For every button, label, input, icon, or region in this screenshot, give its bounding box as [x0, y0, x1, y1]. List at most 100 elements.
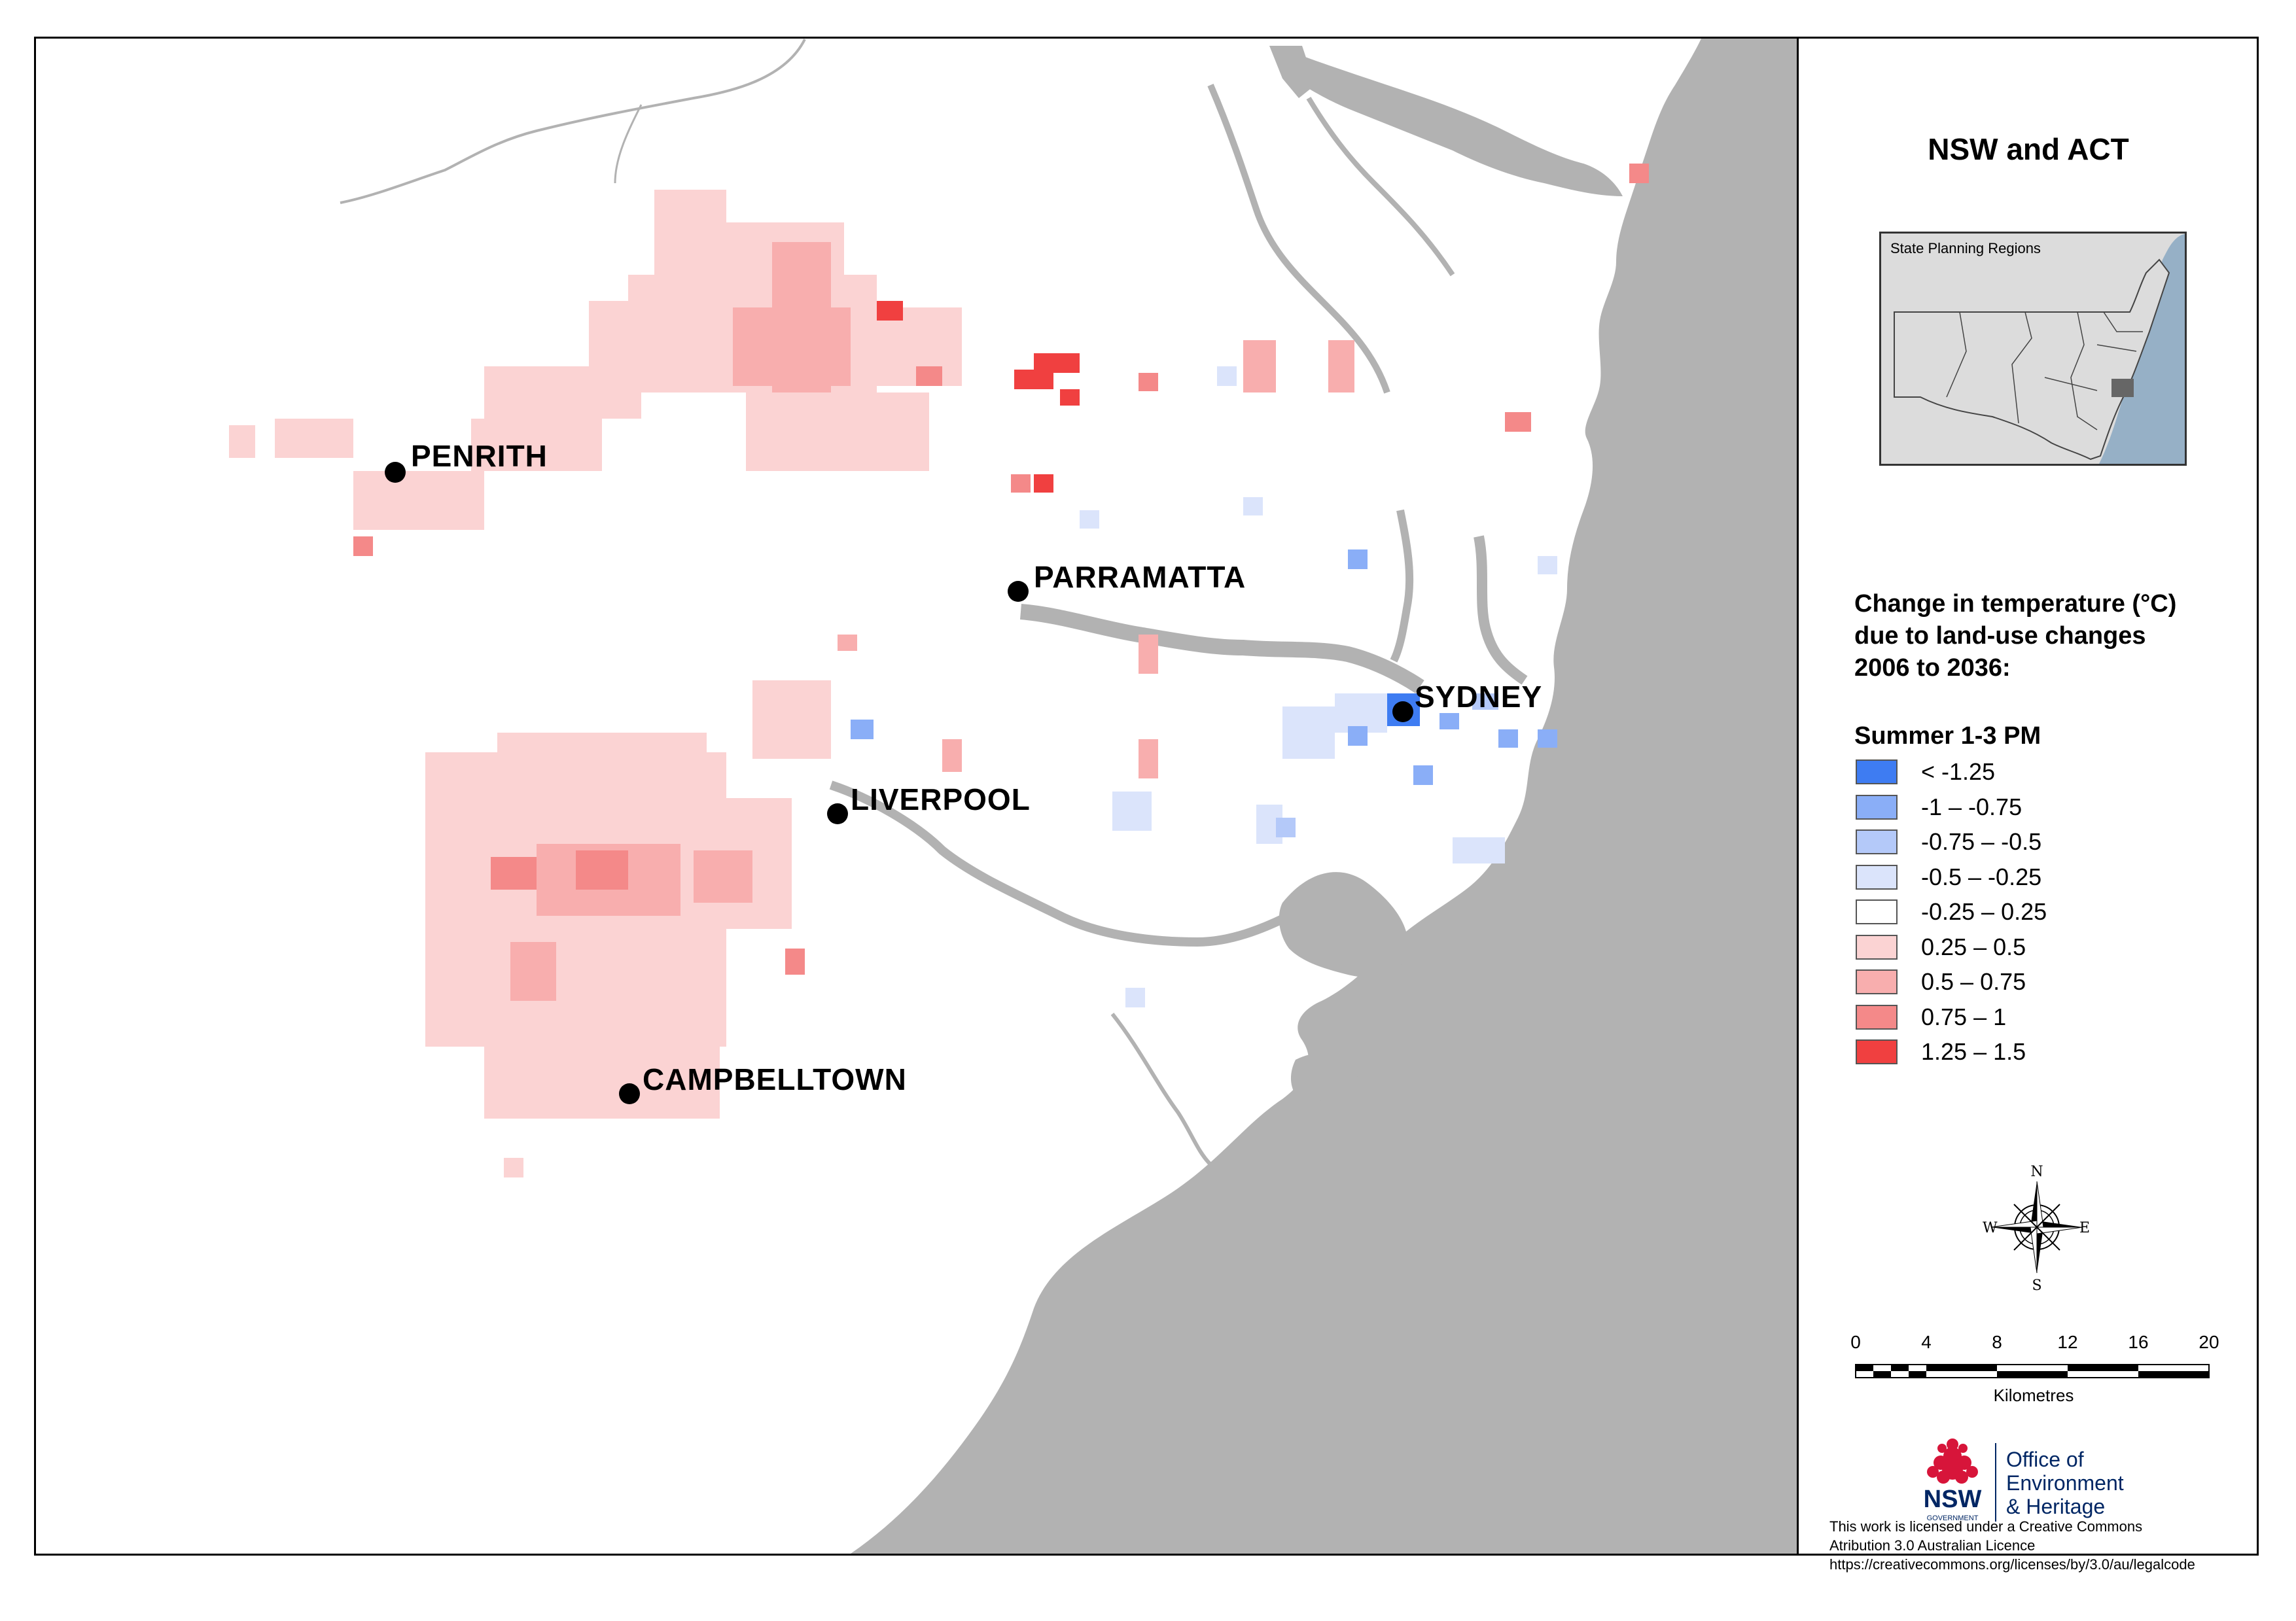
- city-label-liverpool: LIVERPOOL: [851, 782, 1031, 816]
- city-marker-sydney: [1392, 701, 1413, 722]
- grid-cell: [1139, 373, 1158, 391]
- inset-label: State Planning Regions: [1890, 240, 2041, 256]
- grid-cell: [851, 720, 874, 739]
- legend-swatch: [1856, 864, 1898, 890]
- scale-tick-4: 4: [1921, 1332, 1932, 1352]
- legend-swatch: [1856, 934, 1898, 960]
- side-panel: NSW and ACT State Planning Regions Chang…: [1798, 37, 2259, 1573]
- scale-bar-graphic: [1855, 1364, 2210, 1378]
- scale-unit: Kilometres: [1993, 1386, 2074, 1405]
- legend-title: Change in temperature (°C) due to land-u…: [1854, 588, 2176, 684]
- legend-label: 0.25 – 0.5: [1921, 933, 2026, 960]
- city-marker-liverpool: [827, 803, 848, 824]
- legend-swatch: [1856, 829, 1898, 854]
- grid-cell: [694, 850, 752, 903]
- grid-cell: [229, 425, 255, 458]
- legend-label: 0.5 – 0.75: [1921, 968, 2026, 995]
- legend-swatch: [1856, 899, 1898, 924]
- legend-title-line-2: due to land-use changes: [1854, 622, 2146, 650]
- grid-cell: [1060, 389, 1080, 406]
- inset-map[interactable]: State Planning Regions: [1879, 232, 2187, 466]
- legend-label: < -1.25: [1921, 758, 1996, 785]
- legend-swatch: [1856, 759, 1898, 784]
- legend-swatch: [1856, 1039, 1898, 1064]
- temperature-grid: [229, 164, 1649, 1177]
- grid-cell: [1080, 510, 1099, 529]
- logo-government-text: GOVERNMENT: [1927, 1514, 1979, 1522]
- grid-cell: [1453, 837, 1505, 863]
- grid-cell: [1348, 726, 1368, 746]
- panel-divider: [1797, 37, 1799, 1556]
- legend-label: 1.25 – 1.5: [1921, 1038, 2026, 1065]
- grid-cell: [1014, 370, 1053, 389]
- grid-cell: [353, 471, 484, 530]
- georges-river: [829, 780, 1292, 947]
- broken-bay: [1276, 46, 1623, 196]
- legend-label: -0.25 – 0.25: [1921, 898, 2047, 925]
- legend-swatch: [1856, 969, 1898, 994]
- grid-cell: [589, 301, 641, 419]
- panel-title: NSW and ACT: [1928, 132, 2129, 166]
- compass-icon: N S E W: [1983, 1164, 2090, 1294]
- grid-cell: [654, 190, 726, 275]
- grid-cell: [1139, 739, 1158, 778]
- logo-nsw-text: NSW: [1924, 1486, 1982, 1513]
- grid-cell: [916, 366, 942, 386]
- compass-e: E: [2079, 1220, 2090, 1236]
- license-line-1: This work is licensed under a Creative C…: [1829, 1518, 2143, 1535]
- grid-cell: [1282, 706, 1335, 759]
- grid-cell: [877, 301, 903, 321]
- logo-office-line-3: & Heritage: [2006, 1495, 2105, 1518]
- legend-label: 0.75 – 1: [1921, 1003, 2007, 1030]
- grid-cell: [1125, 988, 1145, 1007]
- grid-cell: [746, 392, 929, 471]
- grid-cell: [785, 949, 805, 975]
- logo-office-line-2: Environment: [2006, 1471, 2124, 1495]
- compass-n: N: [2030, 1164, 2043, 1180]
- grid-cell: [1243, 497, 1263, 515]
- scale-tick-0: 0: [1850, 1332, 1861, 1352]
- city-marker-campbelltown: [619, 1083, 640, 1104]
- scale-tick-8: 8: [1992, 1332, 2002, 1352]
- grid-cell: [1439, 713, 1459, 729]
- logo-office-line-1: Office of: [2006, 1448, 2084, 1471]
- grid-cell: [484, 366, 589, 419]
- ocean: [851, 39, 1798, 1554]
- grid-cell: [497, 733, 707, 759]
- legend-label: -0.75 – -0.5: [1921, 828, 2042, 855]
- grid-cell: [733, 307, 851, 386]
- legend-item: 0.75 – 1: [1856, 1003, 2006, 1031]
- city-label-campbelltown: CAMPBELLTOWN: [643, 1062, 907, 1096]
- nsw-oeh-logo: NSW GOVERNMENT Office of Environment & H…: [1915, 1430, 2176, 1528]
- license-text: This work is licensed under a Creative C…: [1829, 1517, 2195, 1574]
- inset-map-graphic: [1881, 234, 2185, 464]
- legend-swatch: [1856, 1004, 1898, 1030]
- northern-creek-2: [1306, 96, 1455, 277]
- middle-harbour: [1474, 535, 1528, 685]
- map-frame: [34, 37, 2259, 1556]
- northern-creek: [1207, 84, 1390, 394]
- legend-item: 0.5 – 0.75: [1856, 968, 2026, 996]
- grid-cell: [1112, 792, 1152, 831]
- grid-cell: [510, 942, 556, 1001]
- compass-rose: N S E W: [1981, 1162, 2093, 1294]
- legend-label: -1 – -0.75: [1921, 793, 2022, 820]
- license-line-3[interactable]: https://creativecommons.org/licenses/by/…: [1829, 1556, 2195, 1573]
- grid-cell: [1505, 412, 1531, 432]
- city-marker-parramatta: [1008, 581, 1029, 602]
- grid-cell: [752, 680, 831, 759]
- grid-cell: [471, 419, 602, 471]
- waratah-logo-icon: NSW GOVERNMENT Office of Environment & H…: [1924, 1438, 2124, 1522]
- grid-cell: [1538, 729, 1557, 748]
- scale-tick-16: 16: [2128, 1332, 2149, 1352]
- grid-cell: [484, 1047, 720, 1119]
- compass-w: W: [1983, 1220, 1998, 1236]
- region-lines: [1946, 311, 2143, 430]
- grid-cell: [275, 419, 353, 458]
- legend-item: -0.25 – 0.25: [1856, 898, 2047, 926]
- grid-cell: [1217, 366, 1237, 386]
- legend-title-line-1: Change in temperature (°C): [1854, 590, 2177, 618]
- city-marker-penrith: [385, 462, 406, 483]
- grid-cell: [491, 857, 537, 890]
